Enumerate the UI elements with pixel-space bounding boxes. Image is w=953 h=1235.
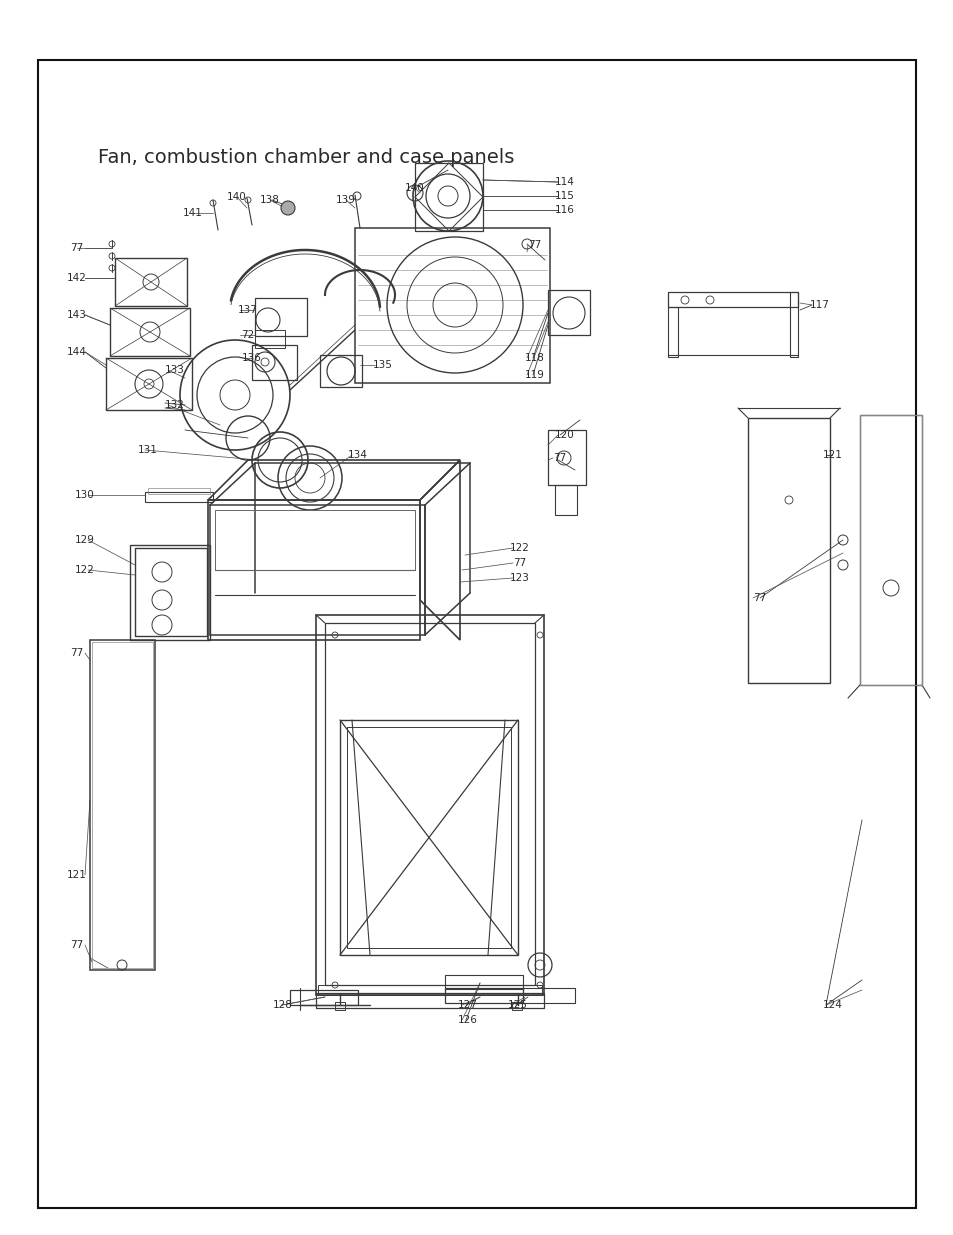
Bar xyxy=(522,988,575,1003)
Text: 126: 126 xyxy=(457,1015,477,1025)
Text: 137: 137 xyxy=(238,305,257,315)
Bar xyxy=(317,986,541,995)
Bar xyxy=(347,727,511,948)
Bar xyxy=(315,615,543,995)
Bar xyxy=(252,345,296,380)
Bar xyxy=(339,720,517,955)
Text: 77: 77 xyxy=(71,940,84,950)
Bar xyxy=(325,622,535,986)
Text: 130: 130 xyxy=(75,490,94,500)
Bar xyxy=(415,163,482,231)
Text: 127: 127 xyxy=(457,1000,477,1010)
Bar xyxy=(859,415,921,685)
Text: 140: 140 xyxy=(405,183,424,193)
Bar xyxy=(859,415,921,685)
Text: 122: 122 xyxy=(75,564,95,576)
Circle shape xyxy=(281,201,294,215)
Bar xyxy=(315,993,543,1008)
Text: 132: 132 xyxy=(165,400,185,410)
Text: 125: 125 xyxy=(508,1000,527,1010)
Text: 77: 77 xyxy=(528,240,541,249)
Bar xyxy=(110,308,190,356)
Text: 134: 134 xyxy=(348,450,368,459)
Bar xyxy=(444,988,522,1003)
Bar xyxy=(214,510,415,571)
Text: 133: 133 xyxy=(165,366,185,375)
Bar xyxy=(512,1002,521,1010)
Text: 128: 128 xyxy=(273,1000,293,1010)
Text: 135: 135 xyxy=(373,359,393,370)
Bar xyxy=(789,291,797,357)
Bar xyxy=(106,358,192,410)
Bar xyxy=(290,990,357,1005)
Text: 139: 139 xyxy=(335,195,355,205)
Text: 129: 129 xyxy=(75,535,95,545)
Text: 124: 124 xyxy=(822,1000,842,1010)
Text: 114: 114 xyxy=(555,177,575,186)
Text: 120: 120 xyxy=(555,430,575,440)
Bar xyxy=(667,308,678,357)
Text: 77: 77 xyxy=(513,558,526,568)
Bar xyxy=(115,258,187,306)
Bar xyxy=(91,642,152,968)
Text: 117: 117 xyxy=(809,300,829,310)
Text: 72: 72 xyxy=(241,330,254,340)
Text: 77: 77 xyxy=(553,453,566,463)
Bar xyxy=(747,417,829,683)
Text: 144: 144 xyxy=(67,347,87,357)
Text: 115: 115 xyxy=(555,191,575,201)
Text: 142: 142 xyxy=(67,273,87,283)
Bar xyxy=(667,291,797,308)
Text: 140: 140 xyxy=(227,191,247,203)
Text: 131: 131 xyxy=(138,445,158,454)
Text: 119: 119 xyxy=(524,370,544,380)
Bar xyxy=(547,430,585,485)
Text: 77: 77 xyxy=(71,648,84,658)
Bar xyxy=(555,485,577,515)
Text: 141: 141 xyxy=(183,207,203,219)
Bar xyxy=(90,640,154,969)
Bar xyxy=(145,492,213,501)
Text: 116: 116 xyxy=(555,205,575,215)
Bar xyxy=(148,488,210,494)
Bar xyxy=(135,548,207,636)
Text: 123: 123 xyxy=(510,573,529,583)
Bar xyxy=(335,1002,345,1010)
Text: 121: 121 xyxy=(67,869,87,881)
Text: 143: 143 xyxy=(67,310,87,320)
Bar xyxy=(355,228,550,383)
Bar xyxy=(254,330,285,348)
Text: 138: 138 xyxy=(260,195,279,205)
Text: 118: 118 xyxy=(524,353,544,363)
Text: 122: 122 xyxy=(510,543,529,553)
Bar xyxy=(444,974,522,989)
Text: 136: 136 xyxy=(242,353,262,363)
Bar xyxy=(254,298,307,336)
Text: 77: 77 xyxy=(71,243,84,253)
Text: 77: 77 xyxy=(753,593,766,603)
Bar xyxy=(547,290,589,335)
Text: Fan, combustion chamber and case panels: Fan, combustion chamber and case panels xyxy=(98,148,514,167)
Bar xyxy=(319,354,361,387)
Text: 121: 121 xyxy=(822,450,842,459)
